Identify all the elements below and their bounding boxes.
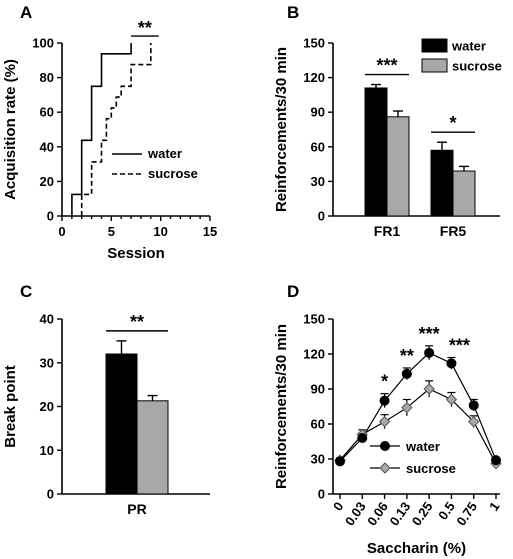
panel-d-legend-marker-sucrose — [379, 462, 391, 474]
panel-a-x-axis-title: Session — [107, 245, 165, 262]
panel-b-sig-label: *** — [376, 56, 397, 76]
panel-b-ytick-label: 120 — [303, 70, 325, 85]
panel-a-ytick-label: 100 — [32, 36, 54, 51]
panel-d-ytick-label: 90 — [311, 382, 325, 397]
panel-d-point-water — [357, 433, 368, 443]
panel-a-ytick-label: 60 — [40, 105, 54, 120]
panel-d-point-water — [446, 358, 457, 369]
panel-a-xtick-label: 15 — [203, 224, 217, 239]
panel-a-sig-label: ** — [138, 18, 152, 38]
panel-c-category-label: PR — [127, 501, 146, 517]
panel-a-legend-label-water: water — [147, 146, 182, 161]
panel-b-legend-swatch-sucrose — [421, 58, 448, 73]
panel-d-xtick-label: 0.25 — [409, 499, 436, 528]
panel-letter-a: A — [20, 3, 32, 22]
panel-d-point-sucrose — [423, 383, 435, 395]
panel-d-ytick-label: 150 — [303, 312, 325, 327]
panel-c-bar-water-pr — [105, 353, 138, 495]
panel-a-ytick-label: 80 — [40, 70, 54, 85]
panel-d-point-water — [335, 456, 345, 467]
panel-c-ytick-label: 40 — [40, 312, 54, 327]
panel-a-ytick-label: 40 — [40, 139, 54, 154]
panel-a-ytick-label: 0 — [47, 209, 54, 224]
panel-c-ytick-label: 10 — [40, 443, 54, 458]
panel-b-sig-label: * — [449, 113, 456, 133]
panel-d-point-water — [424, 347, 435, 358]
panel-c-bar-sucrose-pr — [136, 400, 169, 495]
panel-b-bar-sucrose-fr5 — [452, 170, 476, 217]
panel-d-legend-marker-water — [380, 441, 390, 451]
panel-d-xtick-label: 0.13 — [387, 499, 414, 528]
panel-c-ytick-label: 30 — [40, 355, 54, 370]
panel-d-xtick-label: 1 — [486, 499, 502, 514]
panel-b-bar-sucrose-fr1 — [386, 116, 410, 217]
panel-d-ytick-label: 0 — [318, 487, 325, 502]
panel-a-series-water — [71, 43, 132, 216]
panel-d-sig-label: *** — [449, 336, 470, 356]
panel-d-point-water — [468, 400, 479, 411]
panel-a-xtick-label: 0 — [58, 224, 65, 239]
panel-d-y-axis-title: Reinforcements/30 min — [273, 324, 290, 489]
panel-letter-d: D — [287, 282, 299, 301]
panel-b-bar-water-fr1 — [364, 87, 388, 217]
panel-a-xtick-label: 5 — [108, 224, 115, 239]
panel-d-legend-label-water: water — [405, 439, 440, 454]
panel-d-point-water — [379, 395, 390, 406]
panel-d-xtick-label: 0.06 — [364, 499, 391, 528]
panel-d-point-water — [401, 368, 412, 379]
panel-c-sig-label: ** — [130, 312, 144, 332]
panel-d-ytick-label: 30 — [311, 452, 325, 467]
panel-letter-c: C — [20, 282, 32, 301]
panel-a-ytick-label: 20 — [40, 174, 54, 189]
panel-c-y-axis-title: Break point — [2, 365, 19, 448]
panel-a-legend-label-sucrose: sucrose — [148, 166, 198, 181]
panel-b-ytick-label: 60 — [311, 139, 325, 154]
panel-d-xtick-label: 0.03 — [342, 499, 369, 528]
panel-b-ytick-label: 90 — [311, 105, 325, 120]
panel-c-ytick-label: 0 — [47, 487, 54, 502]
panel-d-sig-label: *** — [419, 324, 440, 344]
panel-b-ytick-label: 30 — [311, 174, 325, 189]
panel-d-point-sucrose — [378, 415, 391, 428]
panel-a-series-sucrose — [80, 43, 152, 216]
panel-b-legend-swatch-water — [421, 38, 448, 53]
panel-b-ytick-label: 150 — [303, 36, 325, 51]
panel-d-ytick-label: 60 — [311, 417, 325, 432]
panel-d-legend-label-sucrose: sucrose — [406, 461, 456, 476]
panel-b-category-label: FR5 — [440, 223, 467, 239]
panel-d-point-water — [491, 455, 501, 466]
panel-b-legend-label-sucrose: sucrose — [452, 59, 502, 74]
panel-letter-b: B — [287, 3, 299, 22]
panel-c-ytick-label: 20 — [40, 399, 54, 414]
panel-d-x-axis-title: Saccharin (%) — [367, 540, 466, 557]
panel-d-sig-label: ** — [400, 346, 414, 366]
panel-d-point-sucrose — [445, 393, 458, 406]
panel-b-legend-label-water: water — [451, 39, 486, 54]
panel-d-xtick-label: 0.75 — [453, 499, 480, 528]
panel-d-point-sucrose — [468, 415, 480, 428]
panel-b-category-label: FR1 — [374, 223, 401, 239]
panel-b-y-axis-title: Reinforcements/30 min — [273, 47, 290, 212]
panel-d-sig-label: * — [381, 372, 388, 392]
panel-d-xtick-label: 0 — [330, 499, 346, 514]
panel-a-y-axis-title: Acquisition rate (%) — [2, 59, 19, 200]
panel-b-bar-water-fr5 — [430, 149, 454, 217]
panel-d-ytick-label: 120 — [303, 347, 325, 362]
panel-d-line-water — [339, 352, 497, 462]
panel-a-xtick-label: 10 — [153, 224, 167, 239]
panel-b-ytick-label: 0 — [318, 209, 325, 224]
panel-d-point-sucrose — [401, 401, 413, 414]
